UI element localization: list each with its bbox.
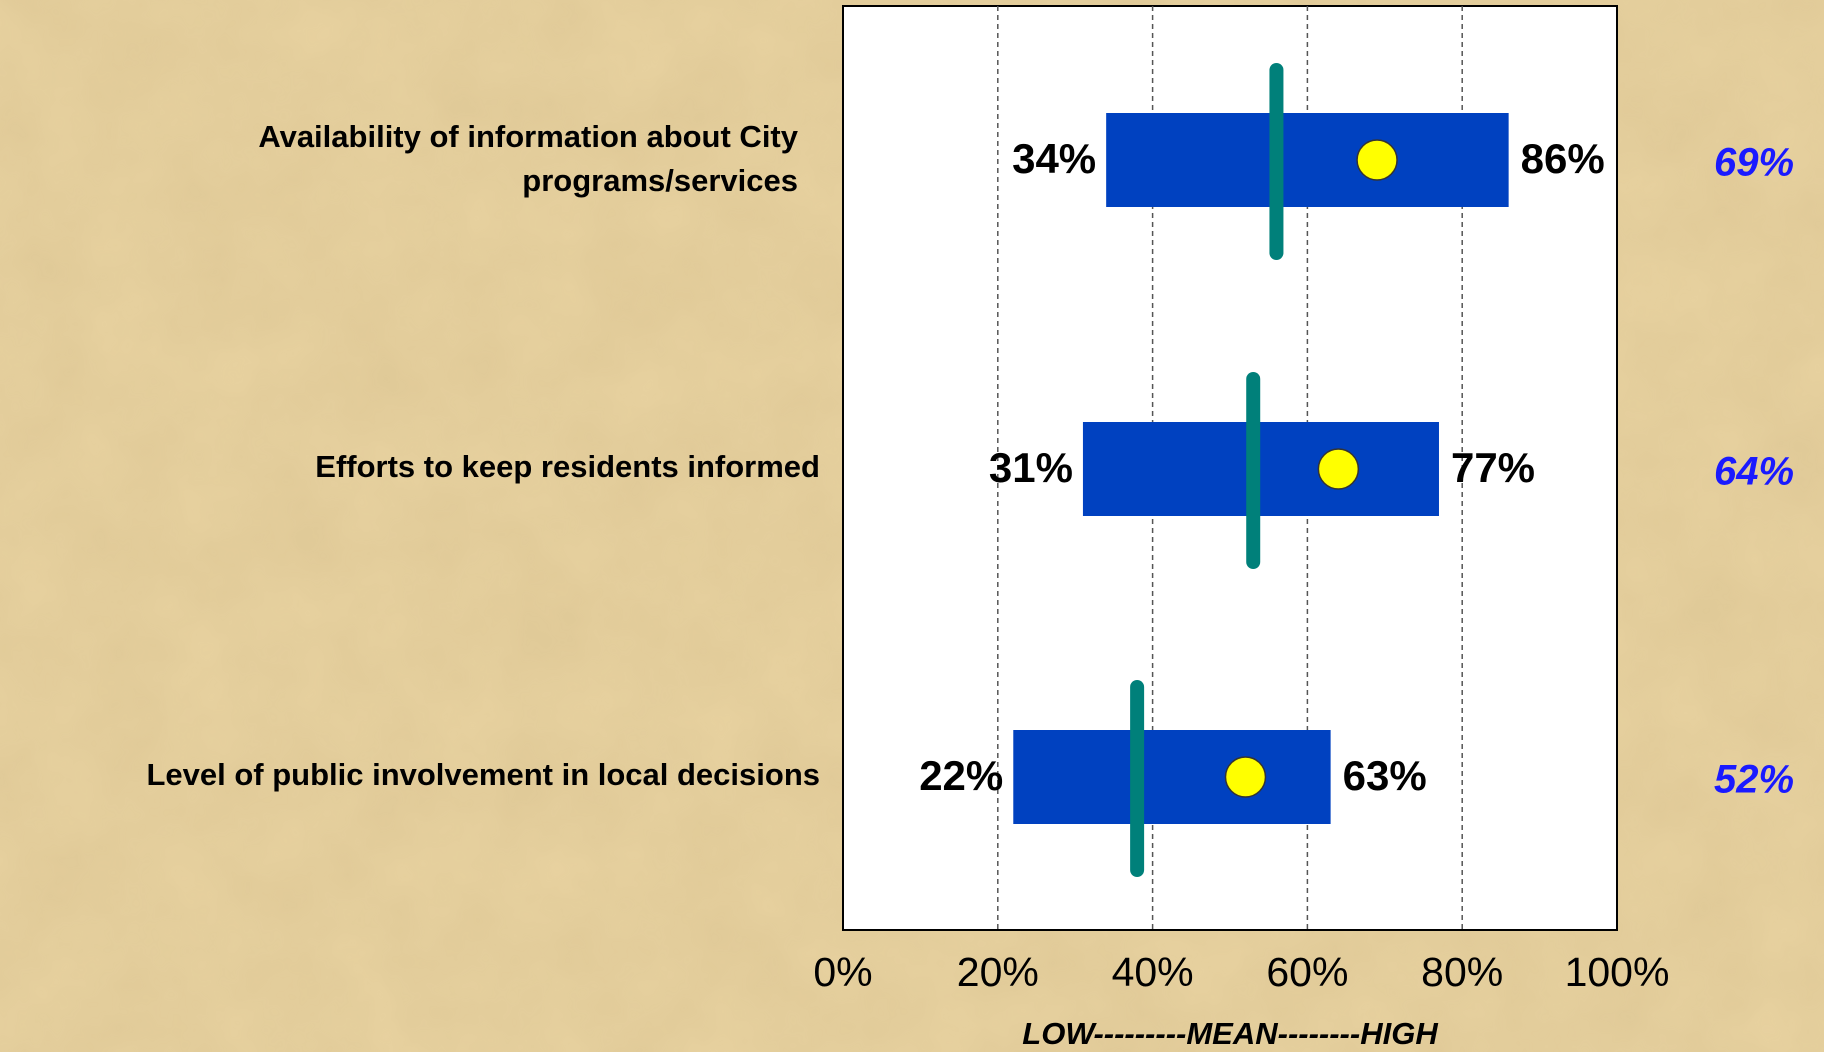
category-label: Level of public involvement in local dec…: [146, 757, 820, 792]
range-bar: [1082, 422, 1439, 516]
x-tick-label: 80%: [1421, 949, 1503, 995]
x-tick-label: 40%: [1112, 949, 1194, 995]
score-label: 69%: [1714, 141, 1794, 185]
low-label: 34%: [1012, 135, 1096, 182]
range-bar: [1106, 113, 1509, 207]
high-label: 63%: [1343, 752, 1427, 799]
x-tick-label: 0%: [813, 949, 872, 995]
low-label: 22%: [919, 752, 1003, 799]
range-bar: [1013, 730, 1331, 824]
score-label: 64%: [1714, 450, 1794, 494]
score-dot: [1317, 448, 1360, 490]
mean-line: [1246, 372, 1261, 569]
score-dot: [1356, 139, 1398, 181]
mean-line: [1269, 63, 1284, 260]
x-axis-label: LOW---------MEAN--------HIGH: [1022, 1016, 1438, 1051]
category-label: Efforts to keep residents informed: [315, 449, 820, 484]
low-label: 31%: [989, 444, 1073, 491]
x-tick-label: 20%: [957, 949, 1039, 995]
x-tick-label: 100%: [1565, 949, 1670, 995]
score-label: 52%: [1714, 758, 1794, 802]
category-label: Availability of information about City: [258, 119, 798, 154]
mean-line: [1130, 680, 1145, 877]
high-label: 77%: [1451, 444, 1535, 491]
high-label: 86%: [1521, 135, 1605, 182]
score-dot: [1224, 756, 1267, 798]
category-label: programs/services: [522, 163, 798, 198]
x-tick-label: 60%: [1266, 949, 1348, 995]
